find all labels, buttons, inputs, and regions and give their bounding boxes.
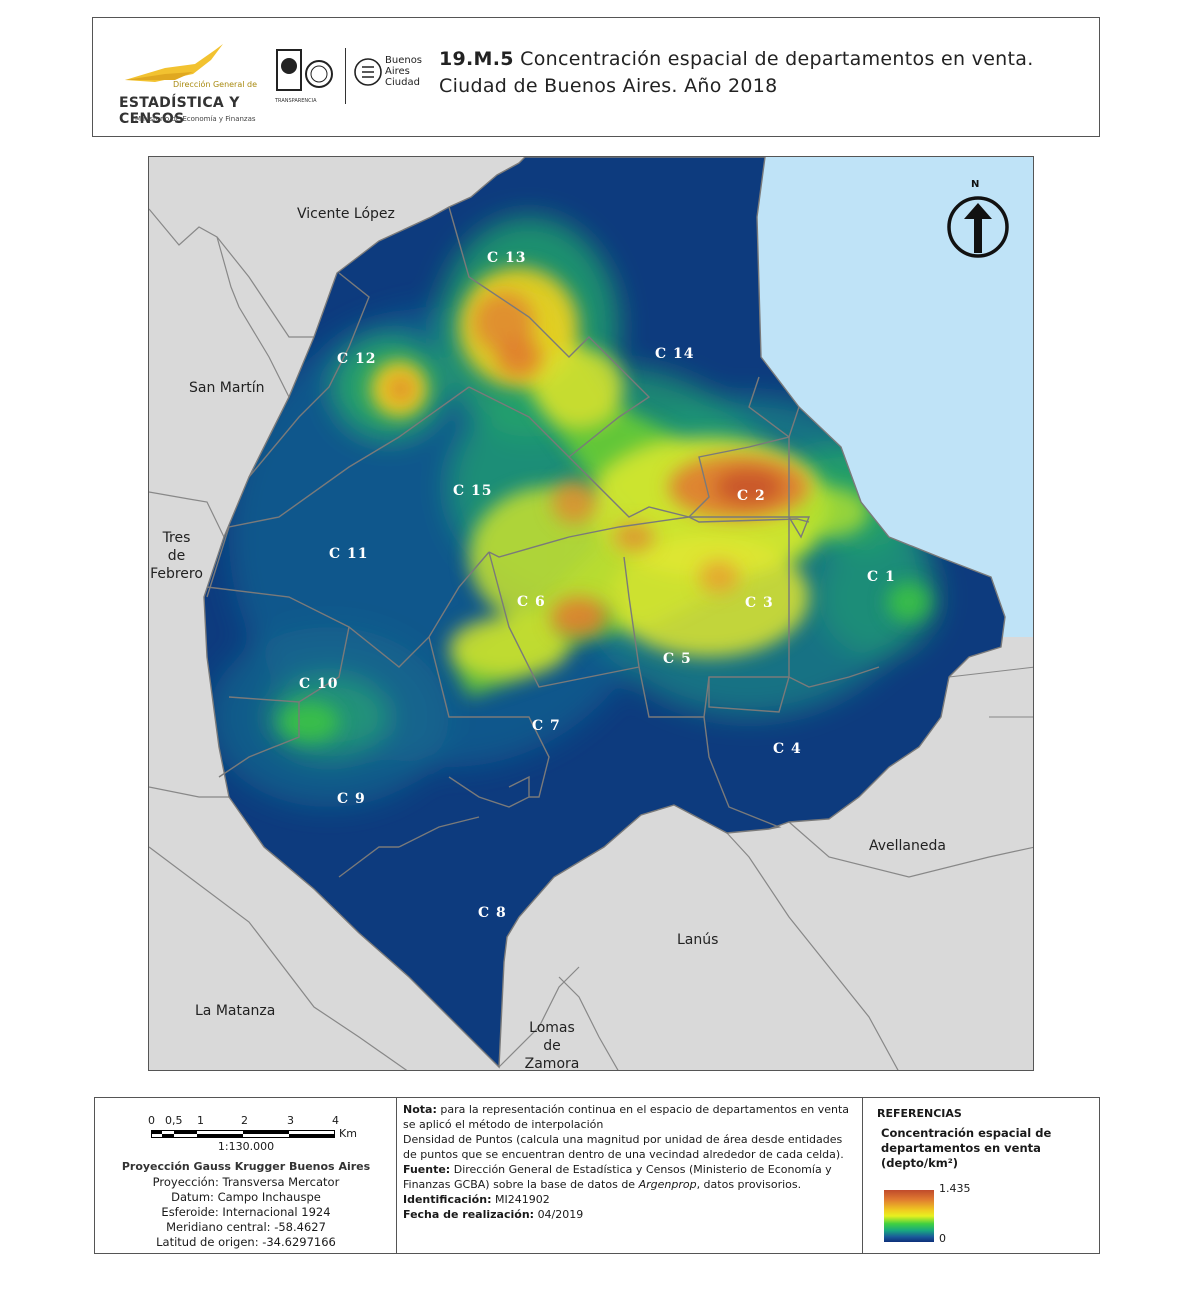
label-commune-2: C 2 <box>737 488 766 504</box>
label-san-martin: San Martín <box>189 380 265 396</box>
label-la-matanza: La Matanza <box>195 1003 276 1019</box>
label-commune-12: C 12 <box>337 351 377 367</box>
dgec-logo: Dirección General de ESTADÍSTICA Y CENSO… <box>105 40 265 127</box>
ba-logo-text: Buenos Aires Ciudad <box>385 55 423 88</box>
legend-subtitle: Concentración espacial de departamentos … <box>881 1126 1052 1170</box>
buenos-aires-logo: Buenos Aires Ciudad <box>353 53 431 103</box>
label-commune-3: C 3 <box>745 595 774 611</box>
ramp-min-label: 0 <box>939 1232 946 1245</box>
legend-panel: REFERENCIAS Concentración espacial de de… <box>863 1098 1099 1253</box>
north-arrow-icon <box>947 196 1009 258</box>
nota-block: Nota: para la representación continua en… <box>403 1103 849 1131</box>
ramp-max-label: 1.435 <box>939 1182 971 1195</box>
scale-tick-2: 2 <box>241 1114 248 1127</box>
label-commune-8: C 8 <box>478 905 507 921</box>
label-commune-5: C 5 <box>663 651 692 667</box>
color-ramp <box>884 1190 934 1242</box>
label-commune-14: C 14 <box>655 346 695 362</box>
label-tres-de-febrero: Tres de Febrero <box>150 530 203 582</box>
legend-title: REFERENCIAS <box>877 1107 962 1120</box>
map-canvas <box>149 157 1033 1070</box>
title-line2: Ciudad de Buenos Aires. Año 2018 <box>439 75 778 97</box>
datum-line: Datum: Campo Inchauspe <box>171 1190 321 1204</box>
footer-panel: 0 0,5 1 2 3 4 Km 1:130.000 Proyección Ga… <box>94 1097 1100 1254</box>
seal-icon <box>276 49 333 91</box>
fecha-block: Fecha de realización: 04/2019 <box>403 1208 584 1221</box>
label-commune-1: C 1 <box>867 569 896 585</box>
logo-sub-text: Ministerio de Economía y Finanzas <box>135 115 256 123</box>
label-avellaneda: Avellaneda <box>869 838 946 854</box>
label-commune-6: C 6 <box>517 594 546 610</box>
logo-small-text: Dirección General de <box>173 80 258 89</box>
label-lanus: Lanús <box>677 932 719 948</box>
title-line1: Concentración espacial de departamentos … <box>520 48 1034 70</box>
seal-logos: TRANSPARENCIA <box>275 48 339 110</box>
north-arrow: N <box>945 177 1011 261</box>
label-commune-4: C 4 <box>773 741 802 757</box>
neighbor-boundaries <box>149 208 1033 1070</box>
projection-title: Proyección Gauss Krugger Buenos Aires <box>121 1160 371 1173</box>
header-divider <box>345 48 346 104</box>
ba-circle-icon <box>354 58 382 86</box>
latitude-line: Latitud de origen: -34.6297166 <box>156 1235 336 1249</box>
scale-ratio: 1:130.000 <box>217 1140 275 1153</box>
label-commune-11: C 11 <box>329 546 369 562</box>
arrow-logo-icon <box>125 44 223 82</box>
label-commune-10: C 10 <box>299 676 339 692</box>
scale-unit: Km <box>339 1127 357 1140</box>
density-map: Vicente López San Martín Tres de Febrero… <box>148 156 1034 1071</box>
scale-tick-05: 0,5 <box>165 1114 183 1127</box>
meridian-line: Meridiano central: -58.4627 <box>166 1220 326 1234</box>
logo-big-text: ESTADÍSTICA Y CENSOS <box>119 95 240 127</box>
nota-block-2: Densidad de Puntos (calcula una magnitud… <box>403 1133 844 1161</box>
commune-boundaries <box>203 157 1006 1068</box>
scale-tick-4: 4 <box>332 1114 339 1127</box>
identificacion-block: Identificación: MI241902 <box>403 1193 550 1206</box>
map-title: 19.M.5 Concentración espacial de departa… <box>439 46 1034 100</box>
projection-line: Proyección: Transversa Mercator <box>152 1175 340 1189</box>
river-water <box>525 157 1033 637</box>
label-lomas-de-zamora: Lomas de Zamora <box>524 1020 580 1071</box>
scale-bar <box>151 1130 335 1138</box>
label-vicente-lopez: Vicente López <box>297 206 395 222</box>
label-commune-15: C 15 <box>453 483 493 499</box>
label-commune-13: C 13 <box>487 250 527 266</box>
title-code: 19.M.5 <box>439 48 514 70</box>
scale-projection-panel: 0 0,5 1 2 3 4 Km 1:130.000 Proyección Ga… <box>95 1098 397 1253</box>
label-commune-9: C 9 <box>337 791 366 807</box>
seals-caption: TRANSPARENCIA <box>275 98 317 104</box>
header-panel: Dirección General de ESTADÍSTICA Y CENSO… <box>92 17 1100 137</box>
scale-tick-3: 3 <box>287 1114 294 1127</box>
fuente-block: Fuente: Dirección General de Estadística… <box>403 1163 832 1191</box>
scale-tick-0: 0 <box>148 1114 155 1127</box>
notes-panel: Nota: para la representación continua en… <box>397 1098 863 1253</box>
label-commune-7: C 7 <box>532 718 561 734</box>
spheroid-line: Esferoide: Internacional 1924 <box>161 1205 331 1219</box>
scale-tick-1: 1 <box>197 1114 204 1127</box>
north-label: N <box>971 179 980 190</box>
